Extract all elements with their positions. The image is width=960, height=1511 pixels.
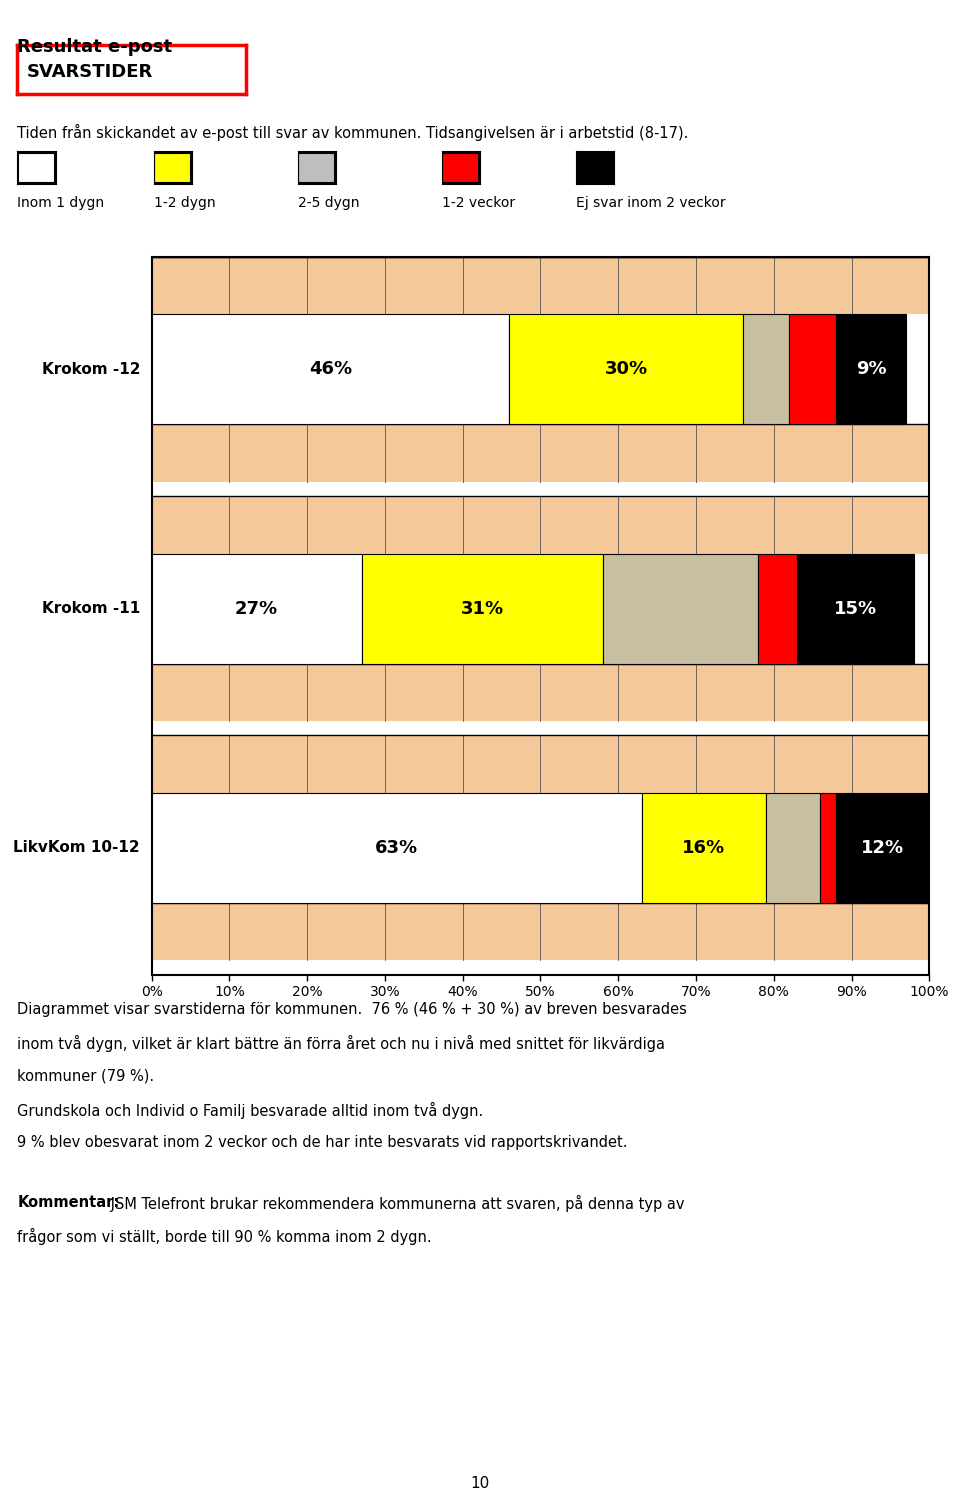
- Text: 10: 10: [470, 1476, 490, 1491]
- Bar: [836, 314, 906, 425]
- Text: 1-2 dygn: 1-2 dygn: [154, 196, 215, 210]
- Bar: [152, 902, 929, 961]
- Text: LikvKom 10-12: LikvKom 10-12: [13, 840, 140, 855]
- Text: 9%: 9%: [855, 360, 886, 378]
- Bar: [152, 736, 929, 793]
- Text: 2-5 dygn: 2-5 dygn: [298, 196, 359, 210]
- Text: 1-2 veckor: 1-2 veckor: [442, 196, 515, 210]
- Bar: [836, 793, 929, 902]
- Text: inom två dygn, vilket är klart bättre än förra året och nu i nivå med snittet fö: inom två dygn, vilket är klart bättre än…: [17, 1035, 665, 1052]
- Text: Diagrammet visar svarstiderna för kommunen.  76 % (46 % + 30 %) av breven besvar: Diagrammet visar svarstiderna för kommun…: [17, 1002, 687, 1017]
- Text: 46%: 46%: [309, 360, 352, 378]
- Text: SVARSTIDER: SVARSTIDER: [27, 63, 153, 82]
- Bar: [152, 257, 929, 314]
- Bar: [641, 793, 766, 902]
- Bar: [743, 314, 789, 425]
- Text: Inom 1 dygn: Inom 1 dygn: [17, 196, 105, 210]
- Bar: [152, 553, 362, 663]
- Text: Resultat e-post: Resultat e-post: [17, 38, 173, 56]
- Text: 63%: 63%: [375, 839, 419, 857]
- Text: 15%: 15%: [834, 600, 877, 618]
- Bar: [152, 793, 641, 902]
- Bar: [758, 553, 797, 663]
- Bar: [766, 793, 821, 902]
- Bar: [152, 314, 510, 425]
- Text: 30%: 30%: [605, 360, 648, 378]
- Text: 12%: 12%: [861, 839, 904, 857]
- Bar: [152, 663, 929, 721]
- Text: Krokom -12: Krokom -12: [41, 361, 140, 376]
- Text: Kommentar:: Kommentar:: [17, 1195, 120, 1210]
- Text: 27%: 27%: [235, 600, 278, 618]
- Text: 16%: 16%: [683, 839, 726, 857]
- Text: JSM Telefront brukar rekommendera kommunerna att svaren, på denna typ av: JSM Telefront brukar rekommendera kommun…: [106, 1195, 684, 1212]
- Bar: [789, 314, 836, 425]
- Text: 9 % blev obesvarat inom 2 veckor och de har inte besvarats vid rapportskrivandet: 9 % blev obesvarat inom 2 veckor och de …: [17, 1135, 628, 1150]
- Text: Grundskola och Individ o Familj besvarade alltid inom två dygn.: Grundskola och Individ o Familj besvarad…: [17, 1102, 484, 1118]
- Text: Ej svar inom 2 veckor: Ej svar inom 2 veckor: [576, 196, 726, 210]
- Text: kommuner (79 %).: kommuner (79 %).: [17, 1068, 155, 1083]
- Bar: [152, 425, 929, 482]
- Bar: [797, 553, 914, 663]
- Bar: [362, 553, 603, 663]
- Text: frågor som vi ställt, borde till 90 % komma inom 2 dygn.: frågor som vi ställt, borde till 90 % ko…: [17, 1228, 432, 1245]
- Bar: [821, 793, 836, 902]
- Text: Tiden från skickandet av e-post till svar av kommunen. Tidsangivelsen är i arbet: Tiden från skickandet av e-post till sva…: [17, 124, 688, 141]
- Text: 31%: 31%: [461, 600, 504, 618]
- Text: Krokom -11: Krokom -11: [42, 601, 140, 616]
- Bar: [510, 314, 743, 425]
- Bar: [603, 553, 758, 663]
- Bar: [152, 496, 929, 553]
